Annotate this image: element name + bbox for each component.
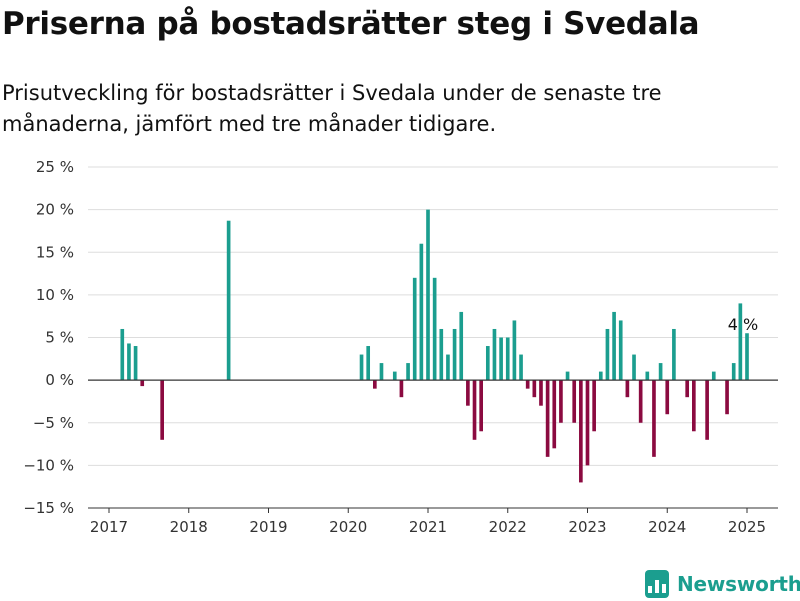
bar <box>399 380 404 398</box>
bar <box>665 380 670 415</box>
bar <box>625 380 630 398</box>
x-tick-label: 2017 <box>90 518 128 536</box>
bar <box>585 380 590 466</box>
bar <box>379 363 384 381</box>
y-tick-label: 10 % <box>36 286 74 304</box>
bar <box>466 380 470 406</box>
x-tick-label: 2023 <box>568 518 606 536</box>
bar <box>572 380 577 423</box>
y-tick-label: −5 % <box>33 414 74 432</box>
bar <box>452 328 457 381</box>
bar <box>579 380 583 483</box>
bar <box>645 371 650 381</box>
bar <box>366 346 371 381</box>
bar-chart-icon <box>645 570 669 598</box>
x-tick-label: 2024 <box>648 518 686 536</box>
x-axis: 2017 2018 2019 2020 2021 2022 2023 2024 2025 <box>88 507 778 536</box>
bar <box>638 380 643 423</box>
bar <box>618 320 623 381</box>
annotations: 4 % <box>728 315 758 334</box>
bar <box>499 337 503 381</box>
x-tick-label: 2025 <box>728 518 766 536</box>
x-tick-label: 2018 <box>170 518 208 536</box>
bar <box>472 380 477 440</box>
bar <box>652 380 656 457</box>
y-tick-label: 5 % <box>45 329 74 347</box>
y-tick-label: 0 % <box>45 371 74 389</box>
bar <box>133 346 138 381</box>
bar <box>432 277 437 381</box>
bar <box>127 343 131 381</box>
bar <box>505 337 510 381</box>
bar <box>605 328 610 381</box>
y-tick-label: 25 % <box>36 158 74 176</box>
bar-series <box>120 209 749 483</box>
bar <box>745 333 749 381</box>
chart-subtitle: Prisutveckling för bostadsrätter i Sveda… <box>2 81 662 136</box>
bar <box>559 380 563 423</box>
bar <box>632 354 636 381</box>
bar <box>160 380 164 440</box>
bar <box>226 220 231 381</box>
bar <box>485 346 490 381</box>
x-tick-label: 2020 <box>329 518 367 536</box>
bar <box>426 209 430 381</box>
bar <box>539 380 543 406</box>
bar <box>672 328 676 381</box>
bar <box>738 303 743 381</box>
bar <box>685 380 690 398</box>
bar <box>519 354 523 381</box>
bar <box>392 371 397 381</box>
bar <box>565 371 570 381</box>
y-tick-label: −10 % <box>23 456 74 474</box>
bar <box>406 363 410 381</box>
bar <box>598 371 603 381</box>
bar <box>532 380 537 398</box>
y-tick-label: 15 % <box>36 243 74 261</box>
bar <box>705 380 709 440</box>
bar <box>140 380 145 387</box>
bar <box>525 380 530 389</box>
value-annotation: 4 % <box>728 315 758 334</box>
bar <box>552 380 557 449</box>
bar <box>545 380 550 457</box>
bar <box>459 311 464 381</box>
bar <box>419 243 424 381</box>
bar <box>512 320 517 381</box>
bar <box>446 354 450 381</box>
bar <box>120 328 125 381</box>
bar <box>412 277 417 381</box>
bar <box>479 380 483 432</box>
bar <box>731 363 736 381</box>
bar <box>439 328 444 381</box>
bar <box>711 371 716 381</box>
bar <box>612 311 616 381</box>
y-tick-label: −15 % <box>23 499 74 517</box>
y-tick-label: 20 % <box>36 201 74 219</box>
bar <box>592 380 596 432</box>
bar <box>359 354 364 381</box>
bar <box>658 363 663 381</box>
bar <box>692 380 696 432</box>
x-tick-label: 2022 <box>489 518 527 536</box>
bar <box>373 380 377 389</box>
chart-title: Priserna på bostadsrätter steg i Svedala <box>2 6 700 42</box>
x-tick-label: 2019 <box>249 518 287 536</box>
bar <box>725 380 729 415</box>
brand-name: Newsworthy <box>677 572 800 596</box>
x-tick-label: 2021 <box>409 518 447 536</box>
newsworthy-logo: Newsworthy <box>645 567 800 601</box>
y-axis-labels: 25 % 20 % 15 % 10 % 5 % 0 % −5 % −10 % −15 % <box>23 158 74 517</box>
bar <box>492 328 497 381</box>
